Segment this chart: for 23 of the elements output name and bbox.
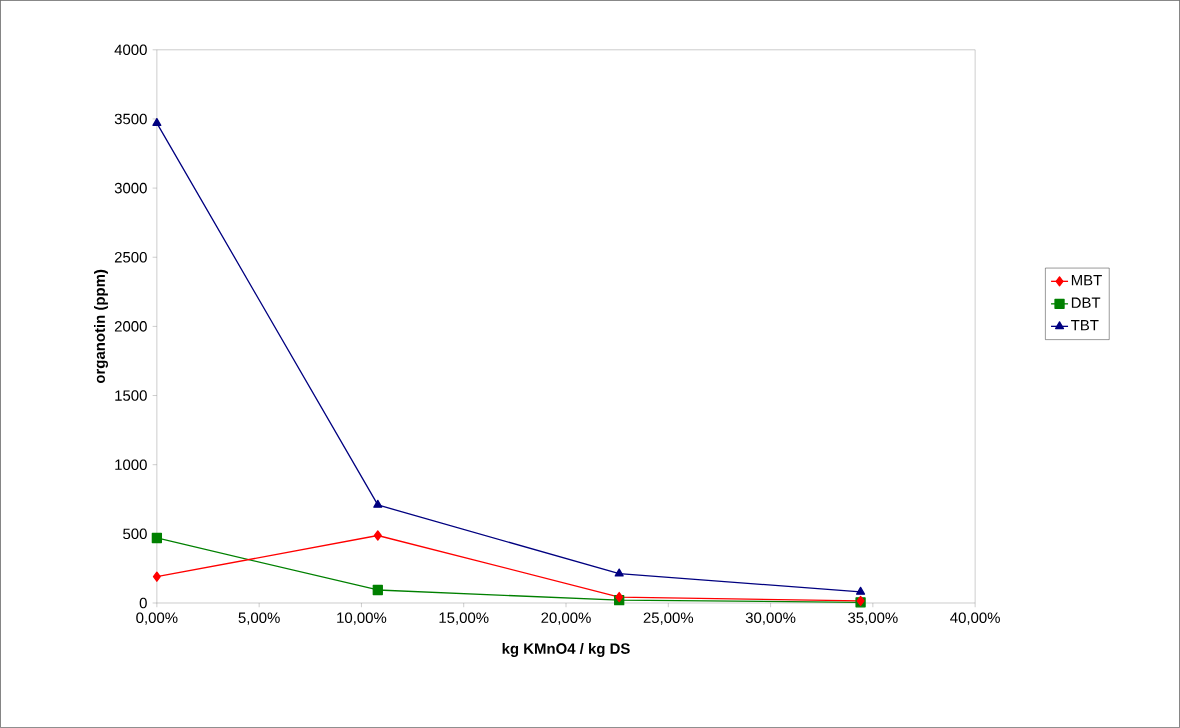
y-tick-label: 3500 <box>114 113 147 125</box>
legend-label: MBT <box>1071 275 1102 286</box>
x-tick-label: 30,00% <box>745 612 796 625</box>
y-tick-label: 1000 <box>115 459 147 471</box>
y-tick-label: 500 <box>123 528 147 540</box>
x-tick-label: 20,00% <box>541 612 591 625</box>
x-axis-title: kg KMnO4 / kg DS <box>502 643 630 658</box>
y-tick-label: 3000 <box>114 182 147 194</box>
x-tick-label: 40,00% <box>950 612 1000 625</box>
x-tick-label: 5,00% <box>238 612 280 625</box>
y-axis-title: organotin (ppm) <box>94 269 109 384</box>
y-tick-label: 1500 <box>115 390 147 401</box>
x-tick-label: 25,00% <box>643 612 694 625</box>
y-tick-label: 2500 <box>114 252 147 263</box>
y-tick-label: 2000 <box>114 321 147 332</box>
y-tick-label: 4000 <box>114 44 147 56</box>
legend-label: DBT <box>1071 297 1101 308</box>
legend-label: TBT <box>1071 320 1099 331</box>
y-tick-label: 0 <box>139 597 147 609</box>
x-tick-label: 15,00% <box>439 612 489 625</box>
x-tick-label: 0,00% <box>136 612 178 625</box>
x-tick-label: 35,00% <box>848 612 898 625</box>
x-tick-label: 10,00% <box>337 612 387 625</box>
